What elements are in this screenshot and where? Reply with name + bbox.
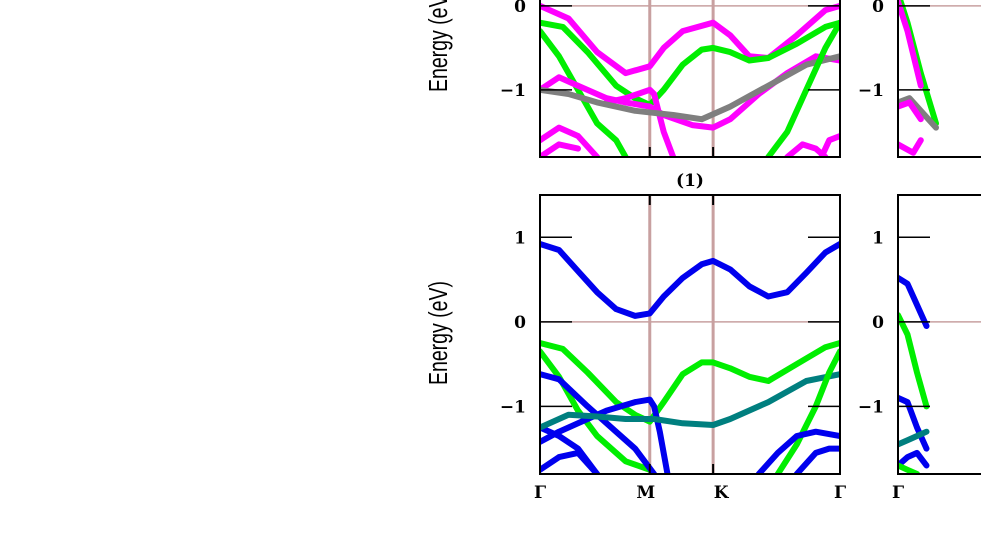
y-axis-label: Energy (eV) <box>423 0 452 92</box>
plot-frame <box>897 194 981 475</box>
band-line <box>898 99 924 123</box>
band-line <box>540 124 601 157</box>
plot-frame <box>539 0 841 158</box>
band-line <box>755 428 840 474</box>
band-line <box>898 274 930 329</box>
y-tick-label: 0 <box>872 313 884 333</box>
plot-frame <box>539 194 841 475</box>
y-tick-label: −1 <box>858 397 884 417</box>
panel-label: (1) <box>676 171 704 191</box>
band-line <box>793 445 840 474</box>
band-line <box>603 86 677 157</box>
band-line <box>898 394 930 452</box>
band-line <box>540 449 601 474</box>
band-line <box>540 141 581 157</box>
panel-bottom-right: 1 0 −1 Γ <box>858 194 981 503</box>
y-tick-label: −1 <box>858 81 884 101</box>
panel-top-right: 0 −1 <box>858 0 981 158</box>
band-line <box>898 449 930 469</box>
band-line <box>898 428 930 448</box>
y-tick-label: −1 <box>500 397 526 417</box>
band-line <box>540 340 840 425</box>
y-tick-label: 1 <box>872 228 884 248</box>
band-line <box>540 19 840 108</box>
band-line <box>540 396 671 474</box>
plot-frame <box>897 0 981 158</box>
band-line <box>898 137 924 156</box>
band-line <box>540 241 840 319</box>
band-line <box>540 53 840 123</box>
x-tick-label: K <box>714 483 730 503</box>
band-line <box>898 462 920 474</box>
panel-top-left: 0 −1 Energy (eV) <box>423 0 841 158</box>
x-tick-label: Γ <box>834 483 846 503</box>
band-line <box>540 348 653 473</box>
x-tick-label: Γ <box>534 483 546 503</box>
band-line <box>898 95 939 131</box>
y-axis-label: Energy (eV) <box>423 281 452 385</box>
x-tick-label: M <box>636 483 655 503</box>
y-tick-label: 1 <box>514 228 526 248</box>
panel-bottom-left: 1 0 −1 Γ M K Γ Energy (eV) (1) <box>423 171 846 503</box>
band-line <box>540 371 840 431</box>
y-tick-label: 0 <box>872 0 884 17</box>
band-line <box>818 133 840 157</box>
band-line <box>540 28 629 157</box>
y-tick-label: 0 <box>514 0 526 17</box>
y-tick-label: 0 <box>514 313 526 333</box>
x-tick-label: Γ <box>892 483 904 503</box>
y-tick-label: −1 <box>500 81 526 101</box>
band-line <box>898 312 930 410</box>
band-line <box>540 2 840 77</box>
band-line <box>898 0 924 89</box>
band-line <box>765 19 840 157</box>
